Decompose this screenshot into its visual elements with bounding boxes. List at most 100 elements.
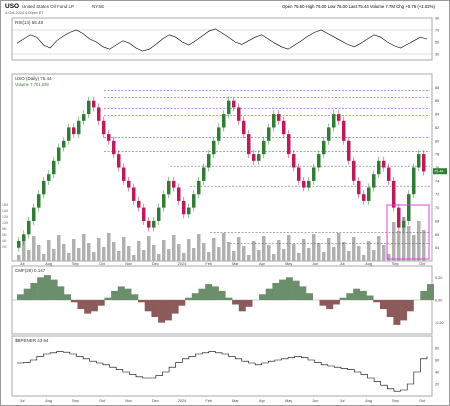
volume-bar-54 xyxy=(287,235,291,261)
cmf-bar-31 xyxy=(225,297,233,300)
last-price-badge xyxy=(433,168,447,175)
candle-body-63 xyxy=(332,114,336,128)
volume-bar-11 xyxy=(72,239,76,261)
candle-body-29 xyxy=(162,194,166,208)
candle-body-13 xyxy=(82,114,86,121)
volume-bar-36 xyxy=(197,234,201,261)
x-tick-price-6: 2024 xyxy=(178,262,186,266)
x-tick-bottom-0: Jul xyxy=(20,399,25,403)
volume-bar-20 xyxy=(117,251,121,261)
breadth-tick-3: 20 xyxy=(435,383,439,387)
cmf-bar-61 xyxy=(427,284,434,300)
volume-bar-55 xyxy=(292,244,296,261)
price-tick-9: 70 xyxy=(435,206,439,210)
rsi-panel: RSI(14) 55.48 90 70 50 30 xyxy=(11,17,439,61)
candle-body-5 xyxy=(42,180,46,195)
volume-bar-3 xyxy=(32,236,36,261)
candle-body-20 xyxy=(117,154,121,168)
cmf-bar-11 xyxy=(90,300,98,312)
candle-body-21 xyxy=(122,167,126,181)
candle-body-46 xyxy=(247,134,251,155)
candle-body-3 xyxy=(32,207,36,221)
cmf-bar-38 xyxy=(272,283,280,300)
x-tick-bottom-4: Nov xyxy=(125,399,132,403)
volume-bar-19 xyxy=(112,242,116,261)
cmf-bar-26 xyxy=(191,293,199,300)
price-panel: USO (Daily) 75.44 Volume 7,701,029 16M 14… xyxy=(2,73,447,262)
volume-bar-80 xyxy=(417,221,421,261)
cmf-bar-18 xyxy=(138,300,145,303)
volume-bar-51 xyxy=(272,254,276,261)
header-date: 4-Oct-2024 4:00pm ET xyxy=(5,11,44,15)
volume-bar-31 xyxy=(172,235,176,261)
price-panel-frame xyxy=(11,73,433,262)
x-tick-bottom-8: Mar xyxy=(232,399,239,403)
candle-body-72 xyxy=(377,160,381,175)
candle-body-73 xyxy=(382,160,386,168)
cmf-bar-4 xyxy=(43,275,51,300)
x-tick-price-14: Sep xyxy=(392,262,399,266)
candle-body-31 xyxy=(172,180,176,188)
volume-bar-29 xyxy=(162,240,166,261)
volume-bar-67 xyxy=(352,237,356,261)
candle-body-50 xyxy=(267,127,271,141)
candle-body-78 xyxy=(407,194,411,221)
volume-bar-13 xyxy=(82,234,86,261)
volume-bar-53 xyxy=(282,249,286,261)
volume-bar-69 xyxy=(362,255,366,261)
volume-tick-0: 16M xyxy=(2,203,9,207)
volume-bar-22 xyxy=(127,246,131,261)
cmf-bar-57 xyxy=(400,300,408,321)
cmf-bar-7 xyxy=(64,294,71,300)
candle-body-8 xyxy=(57,147,61,161)
volume-bar-46 xyxy=(247,255,251,261)
volume-bar-34 xyxy=(187,239,191,261)
x-tick-bottom-14: Sep xyxy=(392,399,399,403)
cmf-bar-13 xyxy=(104,297,112,300)
candle-body-47 xyxy=(252,154,256,161)
cmf-bar-32 xyxy=(232,300,240,305)
volume-bar-17 xyxy=(102,247,106,261)
cmf-bar-9 xyxy=(77,300,85,310)
candle-body-35 xyxy=(192,194,196,208)
cmf-bar-2 xyxy=(30,283,38,300)
candle-body-59 xyxy=(312,167,316,181)
candle-body-66 xyxy=(347,140,351,161)
last-price-label: 75.44 xyxy=(434,170,444,174)
cmf-bar-60 xyxy=(420,290,428,300)
volume-bar-6 xyxy=(47,240,51,261)
volume-bar-39 xyxy=(212,238,216,261)
cmf-bar-40 xyxy=(285,277,293,300)
volume-bar-58 xyxy=(307,248,311,261)
cmf-bar-21 xyxy=(158,300,166,323)
volume-bar-77 xyxy=(402,217,406,261)
cmf-bar-23 xyxy=(171,300,179,314)
volume-bar-66 xyxy=(347,251,351,261)
volume-bar-56 xyxy=(297,253,301,261)
volume-bar-5 xyxy=(42,254,46,261)
volume-bar-38 xyxy=(207,252,211,261)
header-symbol: USO xyxy=(5,3,19,10)
cmf-bar-15 xyxy=(117,286,125,300)
cmf-bar-33 xyxy=(238,300,246,312)
cmf-bar-52 xyxy=(366,295,374,300)
candle-body-16 xyxy=(97,107,101,121)
candle-body-56 xyxy=(297,167,301,181)
candle-body-52 xyxy=(277,114,281,121)
volume-bar-25 xyxy=(142,250,146,261)
cmf-bar-55 xyxy=(386,300,394,317)
volume-bar-27 xyxy=(152,245,156,261)
x-tick-price-3: Oct xyxy=(99,262,106,266)
cmf-tick-0: 0.20 xyxy=(435,276,442,280)
cmf-bar-6 xyxy=(57,286,65,300)
volume-bar-48 xyxy=(257,250,261,261)
candle-body-68 xyxy=(357,180,361,195)
volume-bar-79 xyxy=(412,235,416,261)
cmf-bar-58 xyxy=(406,300,414,312)
rsi-title: RSI(14) 55.48 xyxy=(15,20,44,25)
candle-body-1 xyxy=(22,234,26,241)
x-tick-price-12: Jul xyxy=(340,262,345,266)
cmf-bar-0 xyxy=(17,294,24,300)
volume-bar-70 xyxy=(367,241,371,261)
rsi-tick-0: 90 xyxy=(435,17,439,21)
